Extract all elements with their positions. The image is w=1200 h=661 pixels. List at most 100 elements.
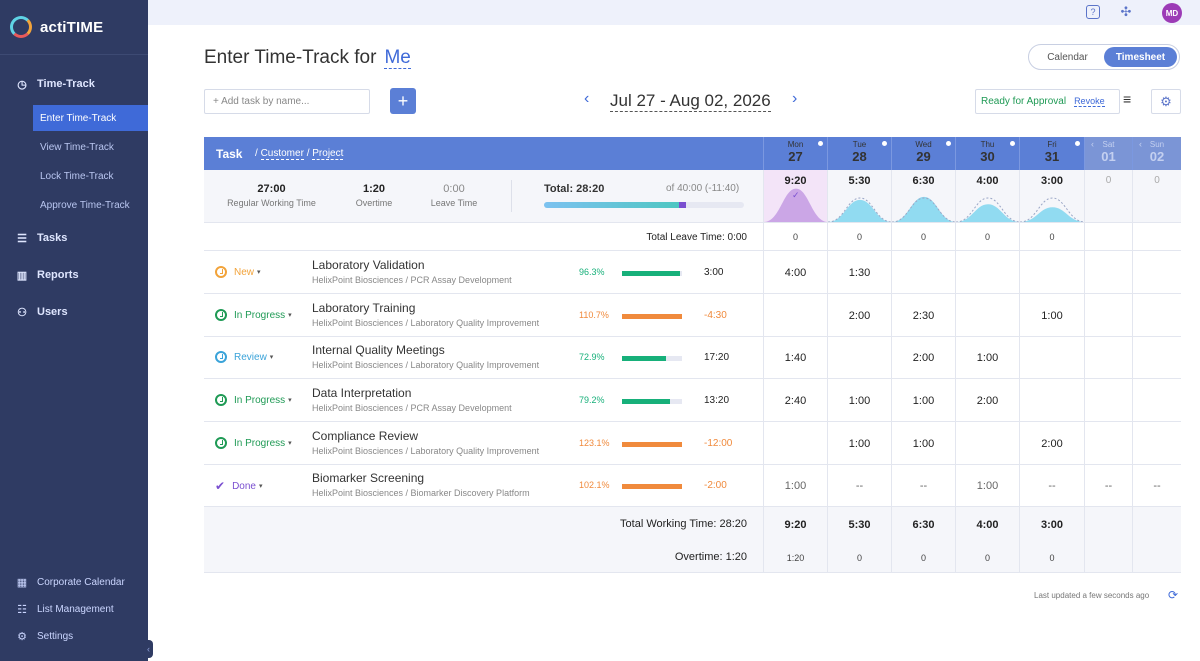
project-sort-link[interactable]: Project [312,148,344,160]
time-entry-cell[interactable] [1019,379,1084,422]
collapse-sidebar-button[interactable]: ‹ [144,640,153,658]
avatar[interactable]: MD [1162,3,1182,23]
revoke-link[interactable]: Revoke [1074,96,1105,107]
date-range-selector[interactable]: Jul 27 - Aug 02, 2026 [610,91,771,112]
time-entry-cell[interactable]: 1:00 [955,336,1019,379]
timesheet-view-button[interactable]: Timesheet [1104,47,1177,67]
time-entry-cell[interactable]: 1:40 [763,336,827,379]
day-header-mon[interactable]: Mon 27 [763,137,827,170]
time-entry-cell[interactable] [1132,294,1181,337]
calendar-view-button[interactable]: Calendar [1047,51,1088,63]
time-entry-cell[interactable] [1019,336,1084,379]
day-header-thu[interactable]: Thu 30 [955,137,1019,170]
day-header-tue[interactable]: Tue 28 [827,137,891,170]
app-logo[interactable]: actiTIME [0,0,148,55]
refresh-icon[interactable]: ⟳ [1168,588,1179,602]
sidebar-item-users[interactable]: ⚇ Users [0,302,148,322]
time-entry-cell[interactable]: -- [1132,464,1181,507]
add-task-input[interactable]: + Add task by name... [204,89,370,114]
time-entry-cell[interactable] [827,336,891,379]
time-entry-cell[interactable]: 2:00 [827,294,891,337]
day-header-sat[interactable]: Sat 01 ‹ [1084,137,1132,170]
task-progress-bar [622,271,682,276]
time-entry-cell[interactable]: 1:00 [763,464,827,507]
task-status[interactable]: In Progress ▾ [215,309,292,321]
time-entry-cell[interactable]: 2:40 [763,379,827,422]
time-entry-cell[interactable]: -- [891,464,955,507]
time-entry-cell[interactable]: -- [1084,464,1132,507]
time-entry-cell[interactable] [1019,251,1084,294]
task-name[interactable]: Compliance Review [312,429,419,443]
total-time: Total: 28:20 [544,183,605,195]
time-entry-cell[interactable] [1132,422,1181,465]
sidebar-item-settings[interactable]: ⚙ Settings [0,623,148,650]
time-entry-cell[interactable] [763,294,827,337]
time-entry-cell[interactable]: 1:00 [955,464,1019,507]
day-total-cell: 0 [1084,170,1132,223]
regular-time-label: Regular Working Time [227,198,316,208]
time-entry-cell[interactable] [1132,336,1181,379]
time-entry-cell[interactable]: 4:00 [763,251,827,294]
time-entry-cell[interactable] [1084,251,1132,294]
sidebar-item-list-management[interactable]: ☷ List Management [0,596,148,623]
customer-sort-link[interactable]: Customer [260,148,304,160]
task-name[interactable]: Biomarker Screening [312,471,425,485]
add-task-button[interactable]: + [390,88,416,114]
day-header-fri[interactable]: Fri 31 [1019,137,1084,170]
time-entry-cell[interactable] [1084,294,1132,337]
time-entry-cell[interactable]: 1:00 [891,379,955,422]
time-entry-cell[interactable]: 2:00 [891,336,955,379]
prev-week-button[interactable]: ‹ [584,90,589,108]
sidebar-item-corporate-calendar[interactable]: ▦ Corporate Calendar [16,577,125,589]
sidebar-item-reports[interactable]: ▥ Reports [16,269,79,282]
time-entry-cell[interactable] [955,251,1019,294]
time-entry-cell[interactable] [955,294,1019,337]
task-status[interactable]: ✔ Done ▾ [215,479,262,493]
sidebar-item-tasks[interactable]: ☰ Tasks [0,228,148,248]
puzzle-icon[interactable]: ✣ [1120,4,1132,19]
task-progress-percent: 79.2% [579,395,605,405]
day-total-cell: 9:20 ✓ [763,170,827,223]
task-customer-project: HelixPoint Biosciences / PCR Assay Devel… [312,275,512,285]
task-progress-bar [622,484,682,489]
time-entry-cell[interactable]: 2:00 [955,379,1019,422]
day-header-wed[interactable]: Wed 29 [891,137,955,170]
help-icon[interactable]: ? [1086,5,1100,19]
time-entry-cell[interactable] [1132,251,1181,294]
task-status[interactable]: In Progress ▾ [215,394,292,406]
time-entry-cell[interactable] [1132,379,1181,422]
time-entry-cell[interactable]: 1:00 [827,422,891,465]
settings-button[interactable]: ⚙ [1151,89,1181,114]
next-week-button[interactable]: › [792,90,797,108]
day-header-sun[interactable]: Sun 02 ‹ [1132,137,1181,170]
task-name[interactable]: Laboratory Validation [312,258,425,272]
task-name[interactable]: Data Interpretation [312,386,412,400]
time-entry-cell[interactable]: 2:00 [1019,422,1084,465]
task-status[interactable]: New ▾ [215,266,261,278]
time-entry-cell[interactable]: 2:30 [891,294,955,337]
time-entry-cell[interactable]: 1:00 [827,379,891,422]
overtime-cell: 0 [1019,542,1084,573]
time-entry-cell[interactable] [1084,336,1132,379]
sidebar-item-time-track[interactable]: ◷ Time-Track [0,74,148,94]
task-status[interactable]: In Progress ▾ [215,437,292,449]
task-name[interactable]: Internal Quality Meetings [312,343,445,357]
sidebar-item-approve-time-track[interactable]: Approve Time-Track [40,199,130,211]
user-selector[interactable]: Me [384,47,411,69]
time-entry-cell[interactable] [891,251,955,294]
time-entry-cell[interactable] [763,422,827,465]
task-status[interactable]: Review ▾ [215,351,273,363]
menu-button[interactable]: ≡ [1123,91,1137,111]
sidebar-item-enter-time-track[interactable]: Enter Time-Track [33,105,148,131]
sidebar-item-lock-time-track[interactable]: Lock Time-Track [40,170,114,182]
time-entry-cell[interactable] [955,422,1019,465]
sidebar-item-view-time-track[interactable]: View Time-Track [40,141,114,153]
time-entry-cell[interactable]: 1:00 [1019,294,1084,337]
time-entry-cell[interactable]: 1:00 [891,422,955,465]
time-entry-cell[interactable] [1084,422,1132,465]
time-entry-cell[interactable] [1084,379,1132,422]
time-entry-cell[interactable]: 1:30 [827,251,891,294]
time-entry-cell[interactable]: -- [827,464,891,507]
time-entry-cell[interactable]: -- [1019,464,1084,507]
task-name[interactable]: Laboratory Training [312,301,416,315]
